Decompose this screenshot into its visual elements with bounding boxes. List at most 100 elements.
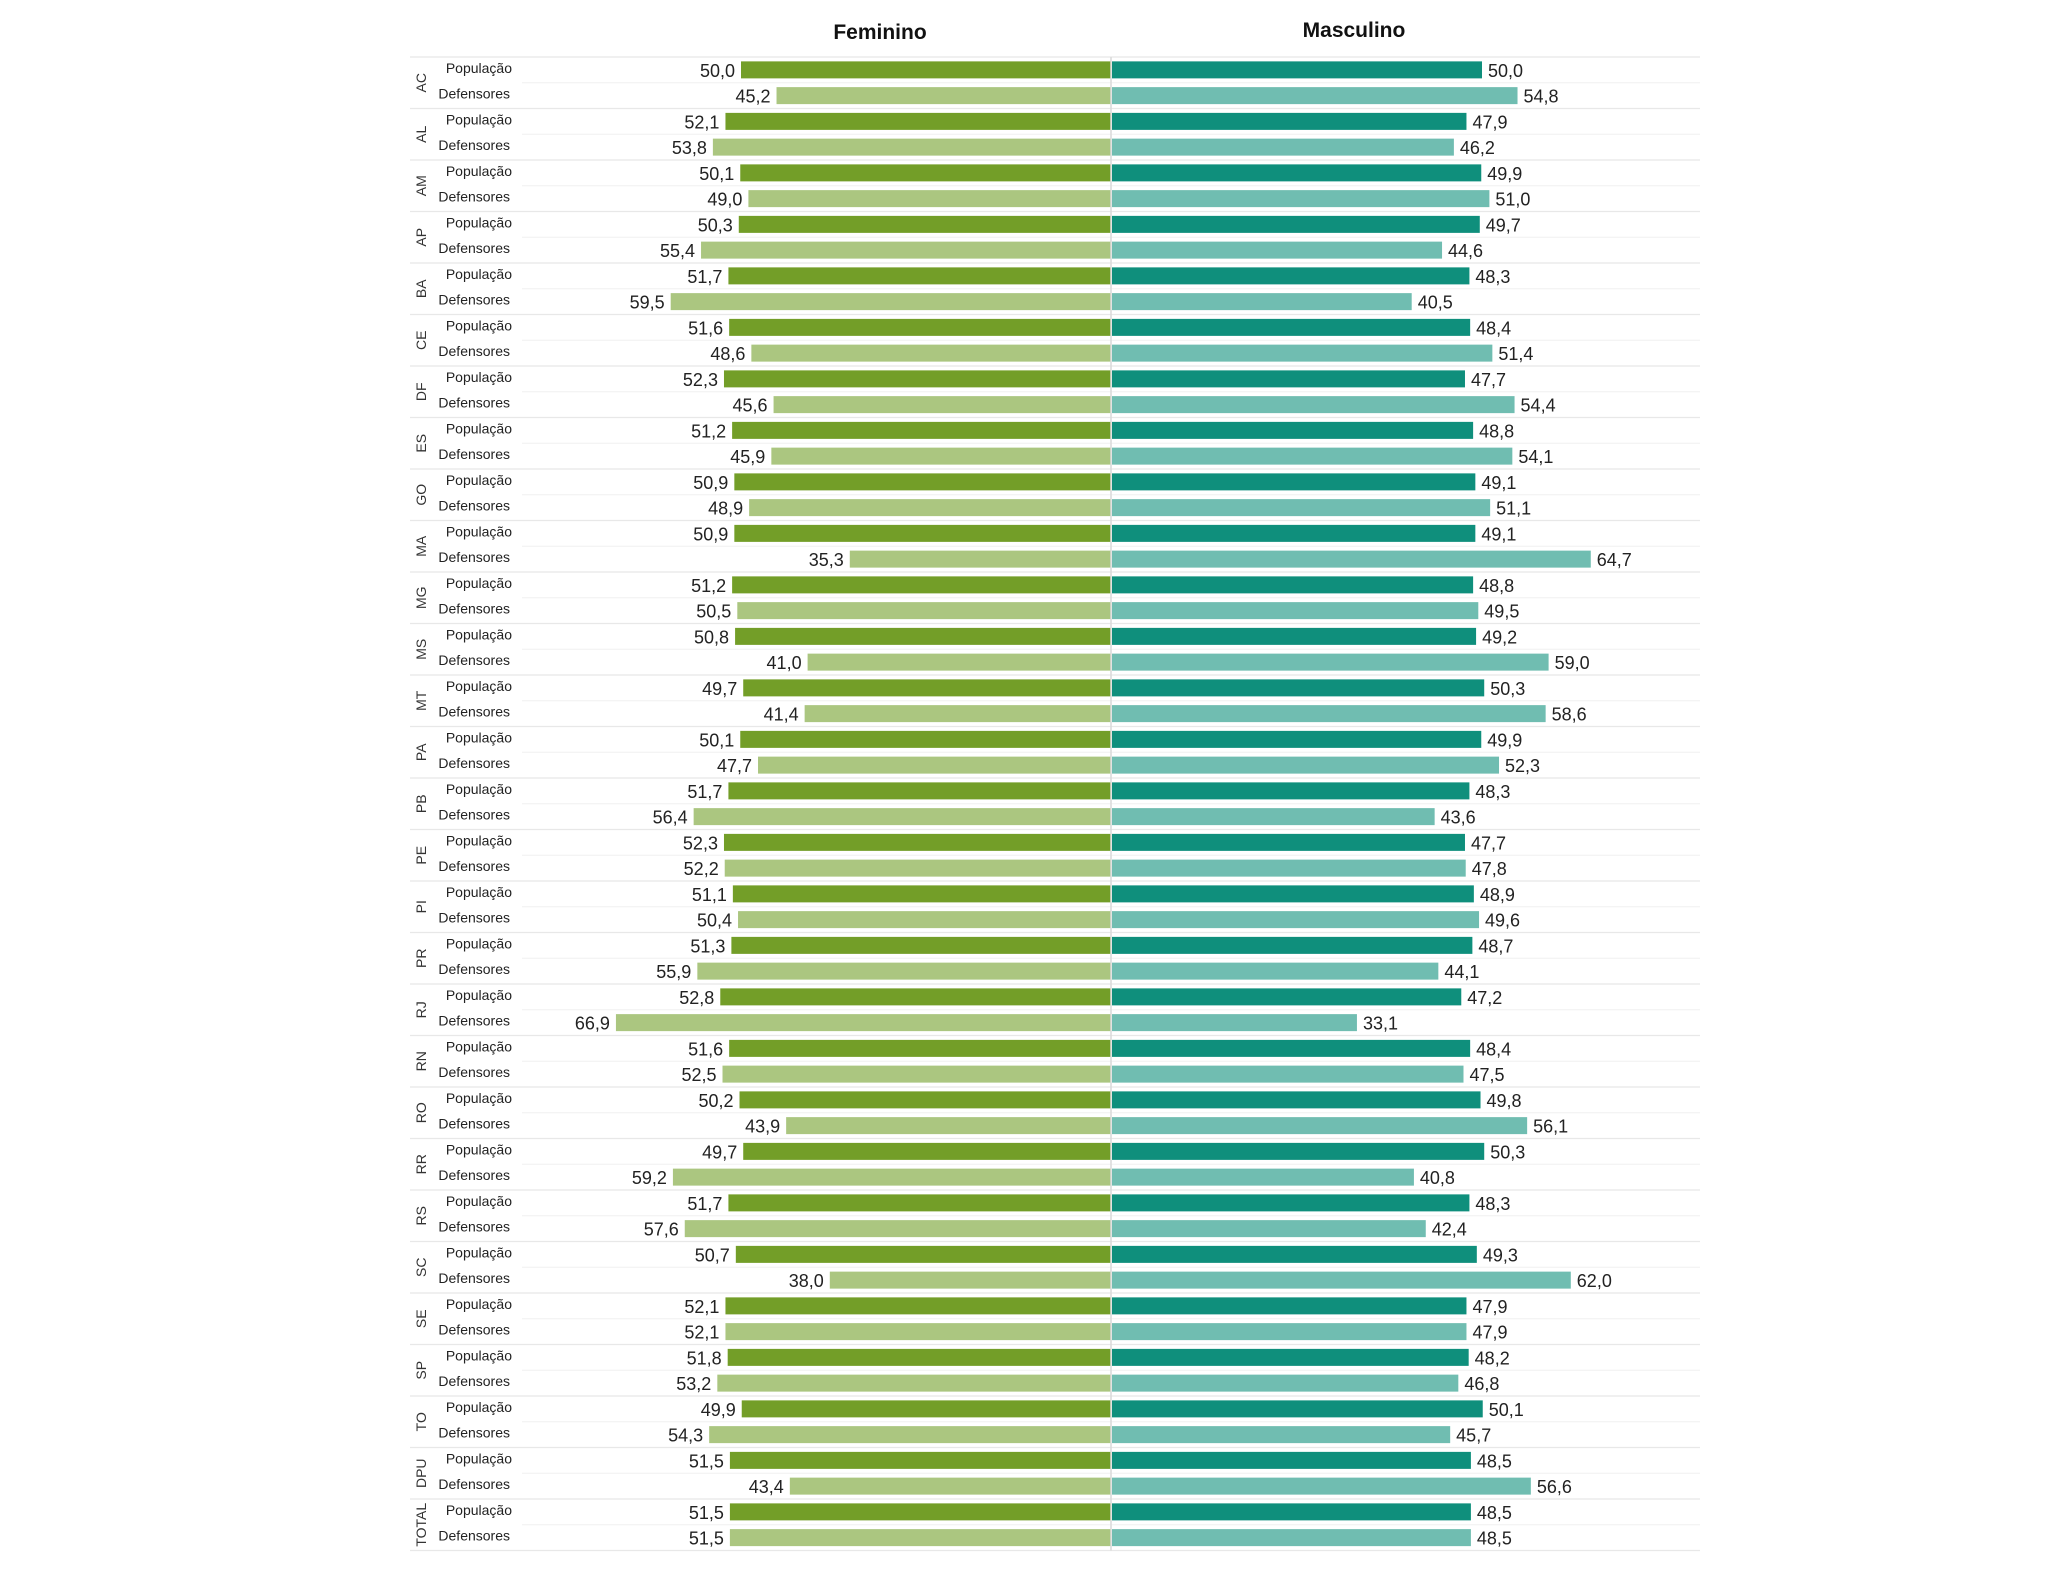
- row-label: População: [446, 1399, 512, 1415]
- value-label-masculino-defensores: 42,4: [1432, 1220, 1467, 1240]
- row-label: População: [446, 1038, 512, 1054]
- value-label-feminino-populacao: 52,1: [684, 1297, 719, 1317]
- bar-feminino-populacao-rn: [729, 1039, 1111, 1057]
- value-label-masculino-populacao: 49,7: [1486, 215, 1521, 235]
- bar-masculino-populacao-al: [1112, 112, 1467, 130]
- bar-masculino-defensores-mg: [1112, 602, 1479, 620]
- value-label-feminino-defensores: 59,5: [630, 293, 665, 313]
- bar-masculino-defensores-ce: [1112, 344, 1493, 362]
- row-label: População: [446, 729, 512, 745]
- bar-masculino-defensores-rr: [1112, 1168, 1414, 1186]
- value-label-masculino-defensores: 51,1: [1496, 499, 1531, 519]
- row-label: População: [446, 935, 512, 951]
- bar-masculino-populacao-ac: [1112, 61, 1482, 79]
- value-label-feminino-defensores: 66,9: [575, 1014, 610, 1034]
- bar-feminino-defensores-ma: [849, 550, 1111, 568]
- bar-feminino-populacao-pr: [731, 936, 1111, 954]
- value-label-feminino-defensores: 55,9: [656, 962, 691, 982]
- bar-masculino-populacao-am: [1112, 164, 1482, 182]
- group-label: TOTAL: [413, 1503, 429, 1547]
- row-label: Defensores: [438, 292, 510, 308]
- bar-masculino-defensores-es: [1112, 447, 1513, 465]
- bar-masculino-populacao-rr: [1112, 1142, 1485, 1160]
- row-label: População: [446, 781, 512, 797]
- value-label-masculino-defensores: 52,3: [1505, 756, 1540, 776]
- value-label-masculino-defensores: 58,6: [1552, 705, 1587, 725]
- row-label: Defensores: [438, 601, 510, 617]
- bar-feminino-populacao-pi: [732, 885, 1111, 903]
- bar-masculino-populacao-es: [1112, 421, 1474, 439]
- group-label: GO: [413, 484, 429, 506]
- row-label: Defensores: [438, 1476, 510, 1492]
- bar-masculino-defensores-total: [1112, 1529, 1471, 1547]
- group-label: PE: [413, 846, 429, 865]
- bar-masculino-defensores-rs: [1112, 1220, 1426, 1238]
- bar-masculino-populacao-pr: [1112, 936, 1473, 954]
- bar-feminino-populacao-sp: [727, 1348, 1111, 1366]
- bar-masculino-populacao-ce: [1112, 318, 1471, 336]
- value-label-masculino-defensores: 59,0: [1555, 653, 1590, 673]
- bar-masculino-defensores-mt: [1112, 705, 1546, 723]
- row-label: População: [446, 1193, 512, 1209]
- value-label-masculino-populacao: 48,4: [1476, 1039, 1511, 1059]
- bar-feminino-defensores-mg: [737, 602, 1111, 620]
- value-label-feminino-populacao: 49,7: [702, 679, 737, 699]
- value-label-masculino-defensores: 46,8: [1464, 1374, 1499, 1394]
- row-label: População: [446, 987, 512, 1003]
- group-label: BA: [413, 279, 429, 298]
- row-label: Defensores: [438, 1322, 510, 1338]
- value-label-masculino-defensores: 56,6: [1537, 1477, 1572, 1497]
- bar-feminino-defensores-pa: [758, 756, 1111, 774]
- bar-feminino-defensores-ba: [670, 293, 1111, 311]
- row-label: Defensores: [438, 1013, 510, 1029]
- group-label: RJ: [413, 1001, 429, 1018]
- value-label-masculino-defensores: 45,7: [1456, 1426, 1491, 1446]
- value-label-feminino-defensores: 48,9: [708, 499, 743, 519]
- group-label: PI: [413, 900, 429, 913]
- group-label: TO: [413, 1412, 429, 1431]
- value-label-masculino-populacao: 48,5: [1477, 1503, 1512, 1523]
- row-label: Defensores: [438, 910, 510, 926]
- bar-masculino-defensores-rj: [1112, 1014, 1357, 1032]
- bar-masculino-defensores-sc: [1112, 1271, 1571, 1289]
- bar-feminino-populacao-to: [741, 1400, 1111, 1418]
- bar-masculino-populacao-ap: [1112, 215, 1480, 233]
- bar-masculino-defensores-pb: [1112, 808, 1435, 826]
- bars: [615, 61, 1591, 1547]
- value-label-masculino-populacao: 48,4: [1476, 318, 1511, 338]
- row-label: População: [446, 369, 512, 385]
- bar-masculino-populacao-mt: [1112, 679, 1485, 697]
- value-label-masculino-populacao: 48,7: [1478, 936, 1513, 956]
- value-label-feminino-defensores: 52,1: [684, 1323, 719, 1343]
- group-label: SC: [413, 1258, 429, 1277]
- group-label: PR: [413, 949, 429, 968]
- value-label-masculino-defensores: 47,8: [1472, 859, 1507, 879]
- bar-feminino-populacao-sc: [735, 1245, 1111, 1263]
- bar-feminino-defensores-pr: [697, 962, 1111, 980]
- bar-feminino-defensores-pe: [724, 859, 1111, 877]
- value-label-masculino-populacao: 49,9: [1487, 164, 1522, 184]
- row-label: Defensores: [438, 961, 510, 977]
- value-label-masculino-defensores: 43,6: [1441, 808, 1476, 828]
- group-label: AM: [413, 175, 429, 196]
- bar-feminino-defensores-sc: [829, 1271, 1111, 1289]
- value-label-feminino-populacao: 50,9: [693, 473, 728, 493]
- row-label: População: [446, 884, 512, 900]
- value-label-feminino-populacao: 52,3: [683, 833, 718, 853]
- bar-masculino-populacao-ro: [1112, 1091, 1481, 1109]
- value-label-feminino-defensores: 47,7: [717, 756, 752, 776]
- row-label: População: [446, 111, 512, 127]
- bar-feminino-populacao-ac: [741, 61, 1111, 79]
- bar-feminino-populacao-ma: [734, 524, 1111, 542]
- bar-feminino-populacao-rr: [743, 1142, 1111, 1160]
- bar-feminino-populacao-rs: [728, 1194, 1111, 1212]
- row-label: Defensores: [438, 704, 510, 720]
- row-label: População: [446, 60, 512, 76]
- bar-masculino-defensores-al: [1112, 138, 1454, 156]
- bar-feminino-populacao-total: [729, 1503, 1111, 1521]
- value-label-feminino-defensores: 38,0: [789, 1271, 824, 1291]
- value-label-feminino-populacao: 51,2: [691, 576, 726, 596]
- bar-masculino-populacao-se: [1112, 1297, 1467, 1315]
- bar-masculino-defensores-pa: [1112, 756, 1500, 774]
- group-label: DF: [413, 382, 429, 401]
